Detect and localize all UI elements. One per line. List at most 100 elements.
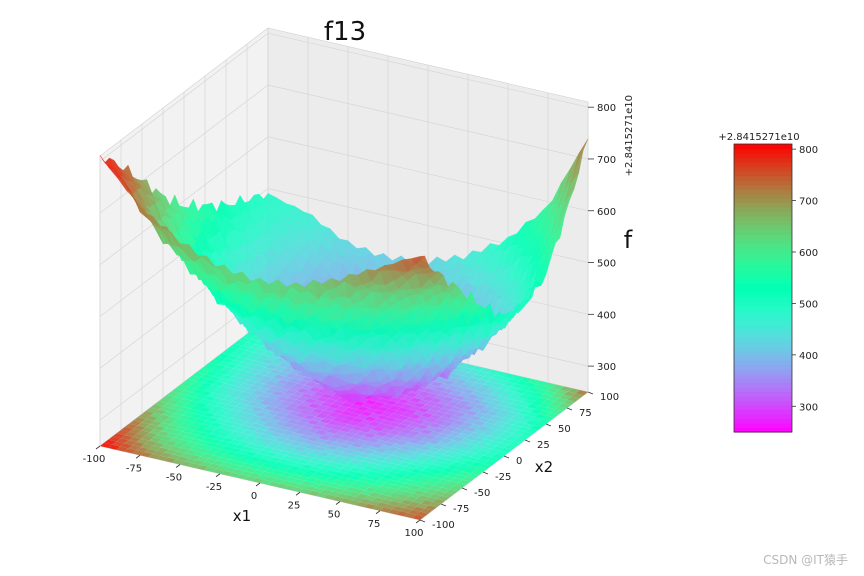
- contour-cell: [491, 383, 504, 389]
- contour-cell: [300, 472, 313, 478]
- contour-cell: [494, 396, 507, 402]
- contour-cell: [388, 413, 401, 419]
- contour-cell: [509, 416, 522, 422]
- colorbar-tick-label: 300: [799, 402, 818, 413]
- colorbar-band: [734, 198, 792, 204]
- contour-cell: [449, 486, 462, 492]
- contour-cell: [172, 459, 185, 465]
- z-tick-label: 600: [597, 207, 616, 218]
- colorbar-tick-label: 800: [799, 145, 818, 156]
- contour-cell: [335, 422, 348, 428]
- contour-cell: [260, 392, 273, 398]
- contour-cell: [453, 411, 466, 417]
- contour-cell: [182, 411, 195, 417]
- contour-cell: [365, 470, 378, 476]
- contour-cell: [417, 495, 430, 501]
- contour-cell: [296, 484, 309, 490]
- contour-cell: [340, 402, 353, 408]
- colorbar-band: [734, 238, 792, 244]
- contour-cell: [364, 487, 377, 493]
- contour-cell: [269, 377, 282, 383]
- contour-cell: [363, 424, 376, 430]
- contour-cell: [223, 396, 236, 402]
- y-tick-mark: [440, 503, 447, 507]
- contour-cell: [332, 496, 345, 502]
- contour-cell: [108, 436, 121, 442]
- colorbar-band: [734, 247, 792, 253]
- contour-cell: [506, 395, 519, 401]
- contour-cell: [472, 437, 485, 443]
- contour-cell: [265, 372, 278, 378]
- contour-cell: [216, 369, 229, 375]
- contour-cell: [302, 447, 315, 453]
- contour-cell: [322, 448, 335, 454]
- contour-cell: [225, 434, 238, 440]
- contour-cell: [291, 416, 304, 422]
- y-tick-label: 50: [558, 424, 571, 435]
- colorbar-band: [734, 333, 792, 339]
- contour-cell: [261, 446, 274, 452]
- contour-cell: [186, 408, 199, 414]
- contour-cell: [346, 453, 359, 459]
- contour-cell: [240, 391, 253, 397]
- contour-cell: [254, 428, 267, 434]
- contour-cell: [360, 419, 373, 425]
- colorbar-band: [734, 315, 792, 321]
- contour-cell: [441, 492, 454, 498]
- contour-cell: [140, 443, 153, 449]
- contour-cell: [535, 380, 548, 386]
- contour-cell: [535, 389, 548, 395]
- contour-cell: [188, 446, 201, 452]
- contour-cell: [164, 449, 177, 455]
- contour-cell: [273, 453, 286, 459]
- contour-cell: [444, 426, 457, 432]
- contour-cell: [341, 473, 354, 479]
- contour-cell: [458, 383, 471, 389]
- contour-cell: [478, 392, 491, 398]
- contour-cell: [278, 442, 291, 448]
- contour-cell: [230, 343, 243, 349]
- contour-cell: [240, 471, 253, 477]
- x-tick-mark: [335, 501, 341, 505]
- contour-cell: [510, 408, 523, 414]
- contour-cell: [232, 389, 245, 395]
- contour-cell: [443, 459, 456, 465]
- contour-cell: [453, 420, 466, 426]
- contour-cell: [246, 418, 259, 424]
- contour-cell: [294, 437, 307, 443]
- contour-cell: [292, 487, 305, 493]
- contour-cell: [179, 382, 192, 388]
- contour-cell: [543, 382, 556, 388]
- contour-cell: [300, 401, 313, 407]
- contour-cell: [425, 488, 438, 494]
- contour-cell: [400, 428, 413, 434]
- contour-cell: [177, 423, 190, 429]
- contour-cell: [197, 432, 210, 437]
- z-axis-label: f: [624, 226, 633, 254]
- contour-cell: [121, 426, 134, 432]
- contour-cell: [192, 380, 205, 386]
- contour-cell: [401, 475, 414, 481]
- contour-cell: [454, 482, 467, 488]
- contour-cell: [401, 404, 414, 410]
- contour-cell: [220, 374, 233, 380]
- contour-cell: [215, 394, 228, 400]
- contour-cell: [352, 409, 365, 415]
- contour-cell: [277, 450, 290, 456]
- colorbar: 300 400 500 600 700 800+2.8415271e10: [718, 132, 818, 433]
- contour-cell: [316, 396, 329, 402]
- contour-cell: [196, 456, 209, 462]
- contour-cell: [347, 420, 360, 426]
- contour-cell: [203, 395, 216, 401]
- contour-cell: [490, 399, 503, 405]
- contour-cell: [228, 455, 241, 461]
- x-tick-label: 50: [328, 510, 341, 521]
- contour-cell: [473, 412, 486, 418]
- contour-cell: [372, 489, 385, 495]
- contour-cell: [195, 402, 208, 408]
- contour-cell: [344, 495, 357, 501]
- contour-cell: [342, 457, 355, 463]
- contour-cell: [432, 419, 445, 425]
- contour-cell: [258, 433, 271, 439]
